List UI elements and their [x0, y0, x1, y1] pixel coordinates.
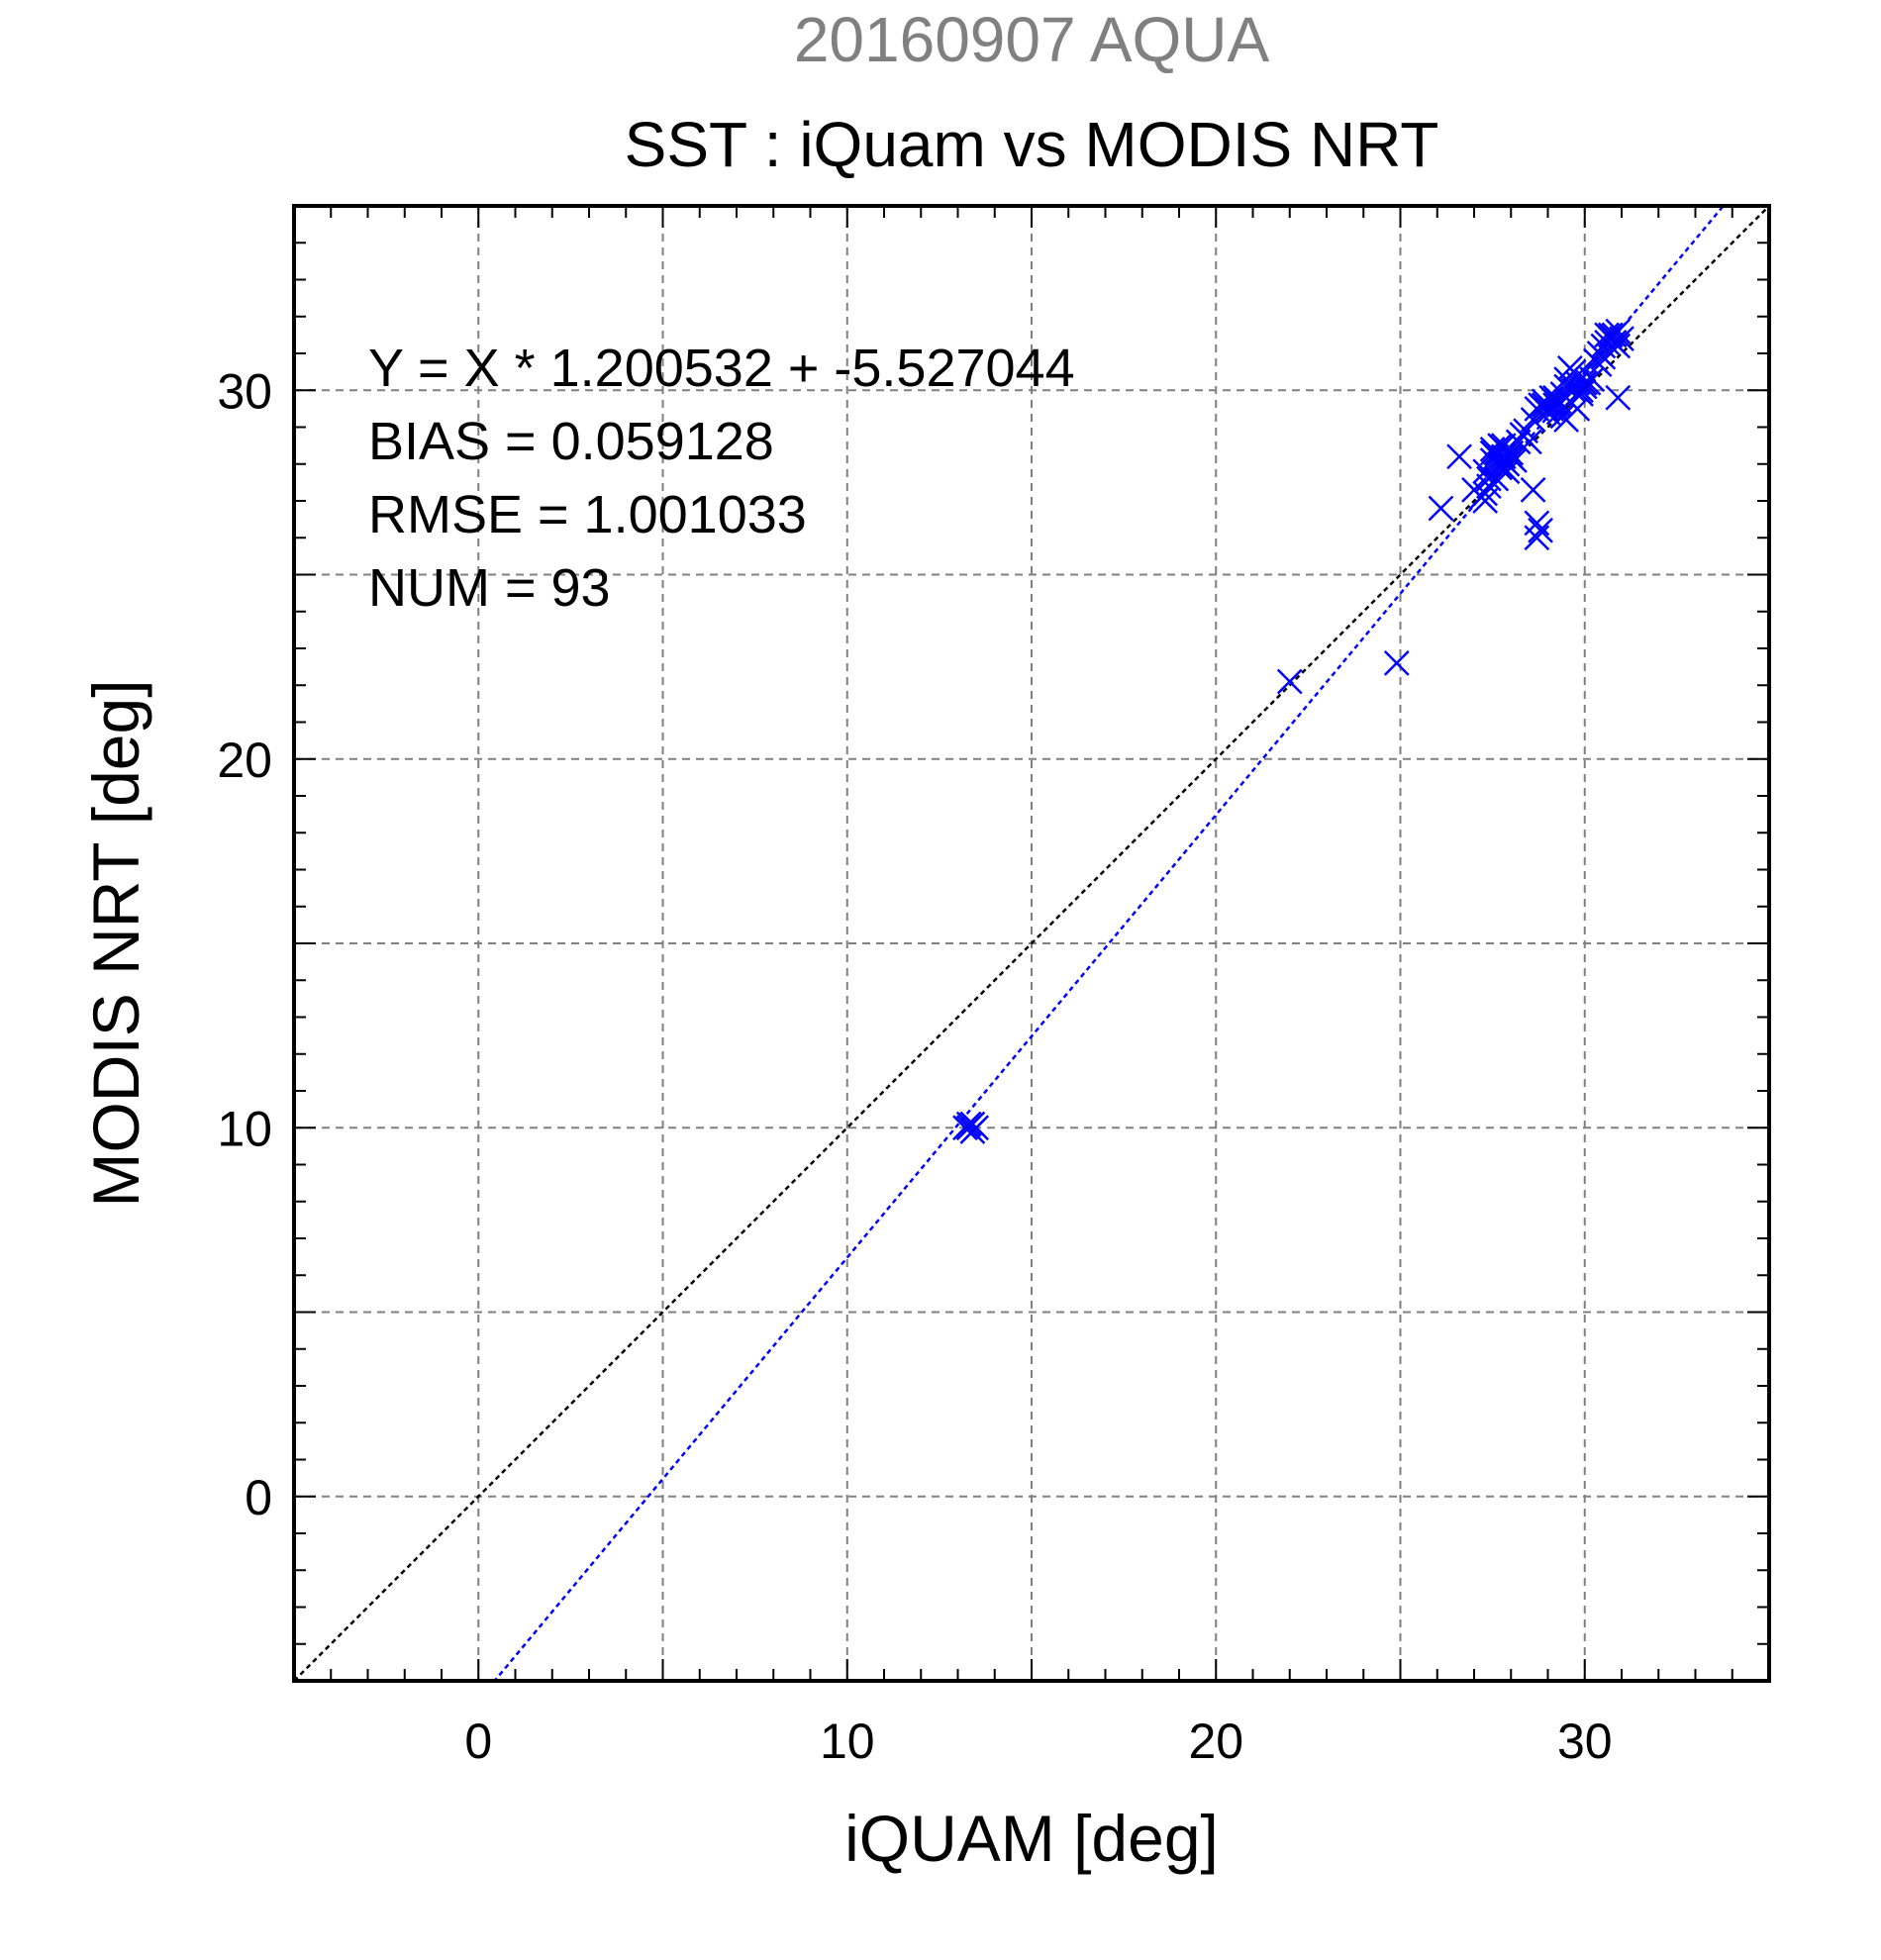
data-point-stroke [1490, 447, 1517, 473]
data-point-stroke [1531, 392, 1557, 419]
data-point-stroke [1505, 429, 1532, 455]
data-point [1586, 351, 1613, 378]
data-point [1505, 429, 1532, 455]
data-point [1531, 392, 1557, 419]
data-point-stroke [1383, 650, 1410, 676]
y-axis-label: MODIS NRT [deg] [79, 679, 152, 1207]
data-point-stroke [1472, 488, 1499, 514]
data-point [959, 1119, 986, 1144]
fit-line [492, 206, 1726, 1681]
stats-box: Y = X * 1.200532 + -5.527044 BIAS = 0.05… [368, 339, 1075, 618]
data-point-stroke [1545, 388, 1572, 415]
num-label: NUM = 93 [368, 558, 611, 618]
data-point-stroke [959, 1119, 986, 1144]
data-point-stroke [1494, 458, 1521, 485]
data-point [1524, 510, 1550, 537]
data-point-stroke [1472, 458, 1499, 485]
data-point-stroke [1446, 443, 1472, 470]
data-point-stroke [955, 1111, 982, 1137]
data-point [1605, 384, 1632, 411]
bias-label: BIAS = 0.059128 [368, 412, 774, 471]
data-point-stroke [1528, 517, 1553, 543]
data-point [1483, 450, 1510, 477]
data-point [1528, 517, 1553, 543]
data-point-stroke [1509, 422, 1535, 447]
data-point-stroke [1498, 443, 1525, 470]
data-point-stroke [1597, 322, 1624, 348]
data-point-stroke [1568, 377, 1594, 404]
data-point [1446, 443, 1472, 470]
x-tick-label: 0 [464, 1714, 492, 1769]
x-tick-label: 10 [820, 1714, 875, 1769]
data-point [1498, 443, 1525, 470]
tick-labels: 0 10 20 30 0 10 20 30 [217, 363, 1612, 1769]
data-point [1472, 480, 1499, 507]
y-tick-label: 0 [245, 1470, 272, 1525]
data-point [1524, 525, 1550, 551]
data-point [1553, 407, 1580, 433]
data-point-stroke [1428, 495, 1454, 522]
data-point [1597, 322, 1624, 348]
data-point [1545, 388, 1572, 415]
data-point [1383, 650, 1410, 676]
y-tick-label: 30 [217, 363, 272, 419]
data-point-stroke [1586, 351, 1613, 378]
data-point-stroke [1594, 329, 1620, 355]
data-point-stroke [1472, 480, 1499, 507]
data-point [1472, 488, 1499, 514]
data-point-stroke [1520, 476, 1546, 503]
regression-equation: Y = X * 1.200532 + -5.527044 [368, 339, 1075, 398]
data-point-stroke [1605, 384, 1632, 411]
data-point-stroke [1276, 668, 1303, 695]
data-point-stroke [1483, 450, 1510, 477]
data-point [1509, 422, 1535, 447]
x-axis-label: iQUAM [deg] [844, 1802, 1219, 1875]
data-point [1571, 369, 1598, 396]
data-point-stroke [1571, 369, 1598, 396]
data-point [955, 1111, 982, 1137]
data-point-stroke [1553, 407, 1580, 433]
data-point [1490, 447, 1517, 473]
data-point-stroke [1556, 355, 1583, 381]
rmse-label: RMSE = 1.001033 [368, 485, 807, 544]
x-tick-label: 20 [1188, 1714, 1243, 1769]
data-point [1568, 377, 1594, 404]
y-tick-label: 20 [217, 733, 272, 788]
data-point [1428, 495, 1454, 522]
y-tick-label: 10 [217, 1101, 272, 1156]
chart-subtitle: 20160907 AQUA [794, 4, 1270, 75]
chart-title: SST : iQuam vs MODIS NRT [625, 109, 1439, 180]
data-points [952, 318, 1634, 1144]
data-point [1590, 343, 1617, 370]
data-point-stroke [1590, 343, 1617, 370]
data-point-stroke [1524, 525, 1550, 551]
x-tick-label: 30 [1557, 1714, 1613, 1769]
data-point [1520, 476, 1546, 503]
plot-frame [292, 204, 1771, 1683]
data-point [1276, 668, 1303, 695]
